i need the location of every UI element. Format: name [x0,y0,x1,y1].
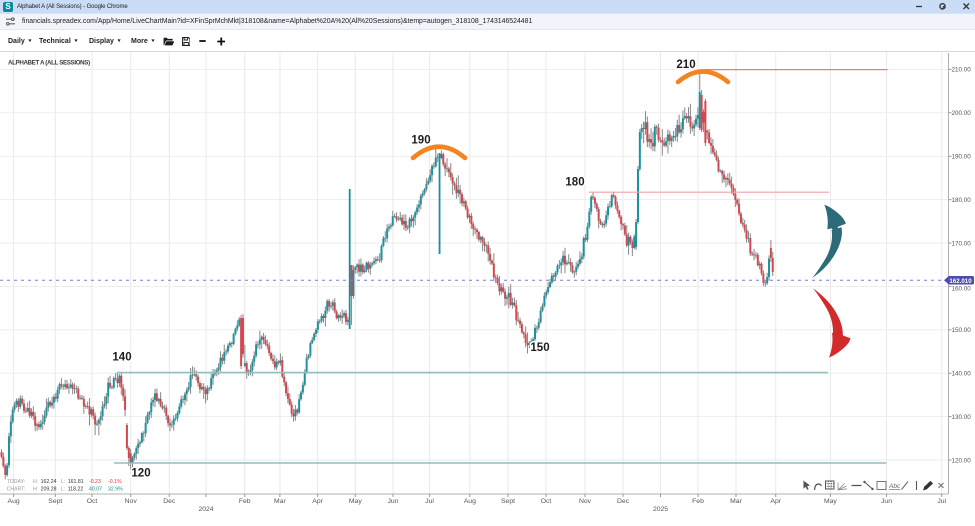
svg-text:162.010: 162.010 [949,278,972,285]
svg-text:May: May [824,498,837,505]
svg-text:Jul: Jul [425,498,434,505]
svg-text:CHART:: CHART: [7,487,26,493]
svg-text:210.00: 210.00 [952,67,972,74]
svg-text:Feb: Feb [239,498,251,505]
svg-text:190: 190 [411,135,430,147]
svg-text:Mar: Mar [274,498,286,505]
svg-text:2024: 2024 [198,506,213,513]
svg-text:Dec: Dec [163,498,176,505]
svg-text:150.00: 150.00 [952,327,972,334]
svg-text:180.00: 180.00 [952,197,972,204]
svg-text:120: 120 [131,468,150,480]
svg-text:L: 161.81: L: 161.81 [61,479,84,485]
svg-text:32.9%: 32.9% [108,487,123,493]
svg-text:-0.23: -0.23 [89,479,101,485]
svg-text:140: 140 [112,352,131,364]
svg-text:H: 209.28: H: 209.28 [33,487,57,493]
svg-text:200.00: 200.00 [952,110,972,117]
svg-text:Feb: Feb [692,498,704,505]
svg-text:Sept: Sept [48,498,62,505]
svg-text:-0.1%: -0.1% [108,479,122,485]
svg-text:Jul: Jul [937,498,946,505]
svg-text:Mar: Mar [730,498,742,505]
svg-text:2025: 2025 [653,506,668,513]
svg-text:Jun: Jun [388,498,399,505]
svg-text:Oct: Oct [541,498,552,505]
svg-text:130.00: 130.00 [952,414,972,421]
svg-text:ALPHABET A (ALL SESSIONS): ALPHABET A (ALL SESSIONS) [8,60,90,67]
svg-text:Sept: Sept [501,498,515,505]
svg-text:Dec: Dec [617,498,630,505]
svg-text:Aug: Aug [8,498,20,505]
svg-text:150: 150 [530,342,549,354]
svg-text:L: 118.22: L: 118.22 [61,487,83,493]
svg-text:40.07: 40.07 [89,487,102,493]
svg-text:160.00: 160.00 [952,286,972,293]
svg-text:120.00: 120.00 [952,457,972,464]
svg-text:TODAY:: TODAY: [7,479,26,485]
svg-text:210: 210 [676,59,695,71]
svg-text:180: 180 [565,177,584,189]
svg-text:Jun: Jun [881,498,892,505]
svg-text:190.00: 190.00 [952,154,972,161]
svg-text:Abc: Abc [888,483,901,490]
svg-text:170.00: 170.00 [952,240,972,247]
svg-text:H: 162.24: H: 162.24 [33,479,57,485]
svg-text:140.00: 140.00 [952,371,972,378]
svg-text:Apr: Apr [770,498,781,505]
svg-text:May: May [349,498,362,505]
svg-text:Nov: Nov [579,498,592,505]
svg-text:Apr: Apr [312,498,323,505]
svg-text:Aug: Aug [464,498,476,505]
svg-text:Nov: Nov [125,498,138,505]
svg-text:Oct: Oct [87,498,98,505]
